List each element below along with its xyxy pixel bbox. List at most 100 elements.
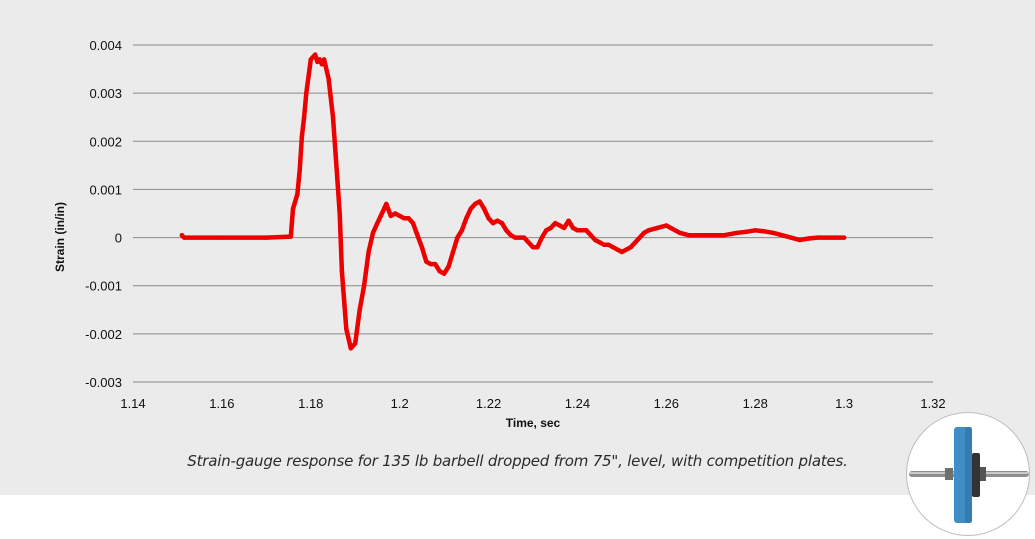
- x-tick-label: 1.28: [743, 396, 768, 411]
- x-tick-label: 1.26: [654, 396, 679, 411]
- strain-data-point: [544, 228, 549, 233]
- strain-data-point: [313, 52, 318, 57]
- strain-data-point: [264, 235, 269, 240]
- strain-data-point: [588, 233, 593, 238]
- strain-data-point: [326, 76, 331, 81]
- strain-data-point: [379, 211, 385, 216]
- strain-data-point: [744, 229, 749, 234]
- strain-data-point: [401, 216, 407, 221]
- strain-data-point: [410, 220, 416, 226]
- x-tick-label: 1.14: [120, 396, 145, 411]
- strain-data-point: [181, 235, 187, 240]
- strain-data-point: [477, 199, 482, 204]
- x-tick-label: 1.2: [391, 396, 409, 411]
- strain-data-point: [806, 236, 811, 241]
- strain-data-point: [366, 249, 371, 255]
- strain-data-point: [655, 225, 660, 231]
- y-tick-label: -0.001: [85, 279, 122, 294]
- strain-data-point: [610, 245, 616, 250]
- strain-data-point: [735, 230, 740, 235]
- strain-data-point: [348, 346, 353, 351]
- strain-data-point: [384, 201, 389, 207]
- strain-data-point: [450, 249, 456, 255]
- strain-data-point: [295, 192, 300, 197]
- strain-data-point: [593, 237, 598, 243]
- strain-data-point: [375, 220, 380, 226]
- strain-data-point: [330, 115, 336, 120]
- strain-data-point: [308, 57, 313, 62]
- x-tick-label: 1.32: [920, 396, 945, 411]
- strain-data-point: [770, 230, 776, 235]
- strain-data-point: [428, 261, 433, 267]
- strain-data-point: [297, 168, 302, 173]
- strain-data-point: [468, 206, 473, 211]
- strain-data-point: [481, 206, 487, 211]
- strain-data-point: [490, 220, 496, 226]
- strain-data-point: [437, 269, 442, 274]
- strain-data-point: [319, 62, 325, 67]
- strain-data-point: [455, 235, 460, 240]
- strain-data-point: [301, 115, 307, 120]
- strain-data-point: [508, 233, 513, 238]
- strain-data-point: [357, 307, 362, 312]
- strain-data-point: [824, 235, 829, 240]
- strain-data-point: [397, 213, 402, 219]
- strain-data-point: [539, 235, 545, 240]
- strain-data-point: [637, 235, 642, 240]
- strain-data-point: [353, 341, 358, 346]
- y-tick-label: 0.002: [89, 134, 122, 149]
- strain-data-point: [601, 242, 607, 247]
- y-tick-label: 0.003: [89, 86, 122, 101]
- strain-data-point: [370, 230, 376, 235]
- strain-data-point: [304, 90, 309, 96]
- strain-data-point: [761, 229, 767, 234]
- y-tick-label: 0.001: [89, 182, 122, 197]
- strain-data-point: [473, 201, 478, 207]
- strain-data-point: [459, 228, 465, 233]
- strain-data-point: [504, 228, 509, 233]
- strain-data-point: [513, 235, 518, 240]
- strain-data-point: [361, 283, 367, 288]
- strain-data-point: [677, 230, 682, 235]
- strain-data-point: [548, 225, 553, 231]
- strain-data-point: [628, 245, 633, 250]
- strain-data-point: [597, 240, 602, 245]
- strain-data-point: [664, 223, 669, 228]
- strain-data-point: [579, 228, 585, 233]
- strain-data-point: [219, 235, 225, 240]
- strain-chart: 0.0040.0030.0020.0010-0.001-0.002-0.003 …: [53, 38, 946, 430]
- strain-data-point: [575, 228, 580, 233]
- strain-data-point: [535, 245, 540, 250]
- strain-data-point: [288, 234, 293, 239]
- chart-panel: 0.004 0.003 0.002 0.001 0 -0.001 -0.002 -0.003 …: [0, 0, 1035, 495]
- strain-data-point: [797, 237, 802, 243]
- x-tick-label: 1.22: [476, 396, 501, 411]
- y-tick-labels: 0.004 0.003 0.002 0.001 0 -0.001 -0.002 -0.003: [85, 38, 122, 390]
- y-tick-label: 0: [115, 231, 122, 246]
- strain-data-point: [299, 134, 305, 139]
- x-tick-labels: 1.14 1.16 1.18 1.2 1.22 1.24 1.26 1.28 1.3 1.32: [120, 396, 945, 411]
- strain-data-point: [566, 218, 571, 223]
- y-axis-title: Strain (in/in): [53, 202, 67, 272]
- x-axis-title: Time, sec: [506, 416, 561, 430]
- barbell-icon: [906, 412, 1030, 536]
- strain-data-point: [335, 177, 340, 182]
- y-tick-label: -0.002: [85, 327, 122, 342]
- strain-data-point: [753, 228, 758, 233]
- strain-data-point: [584, 228, 589, 233]
- strain-data-point: [833, 235, 838, 240]
- strain-data-point: [393, 211, 398, 216]
- strain-data-point: [641, 230, 647, 235]
- strain-data-point: [553, 220, 558, 226]
- x-tick-label: 1.18: [298, 396, 323, 411]
- strain-series-line: [179, 52, 847, 351]
- strain-data-point: [561, 225, 567, 231]
- strain-data-point: [606, 242, 611, 247]
- strain-data-point: [557, 223, 562, 228]
- strain-data-point: [686, 233, 691, 238]
- strain-data-point: [344, 326, 349, 332]
- strain-data-point: [290, 206, 296, 211]
- strain-data-point: [321, 57, 327, 62]
- strain-data-point: [619, 249, 625, 255]
- strain-data-point: [779, 233, 785, 238]
